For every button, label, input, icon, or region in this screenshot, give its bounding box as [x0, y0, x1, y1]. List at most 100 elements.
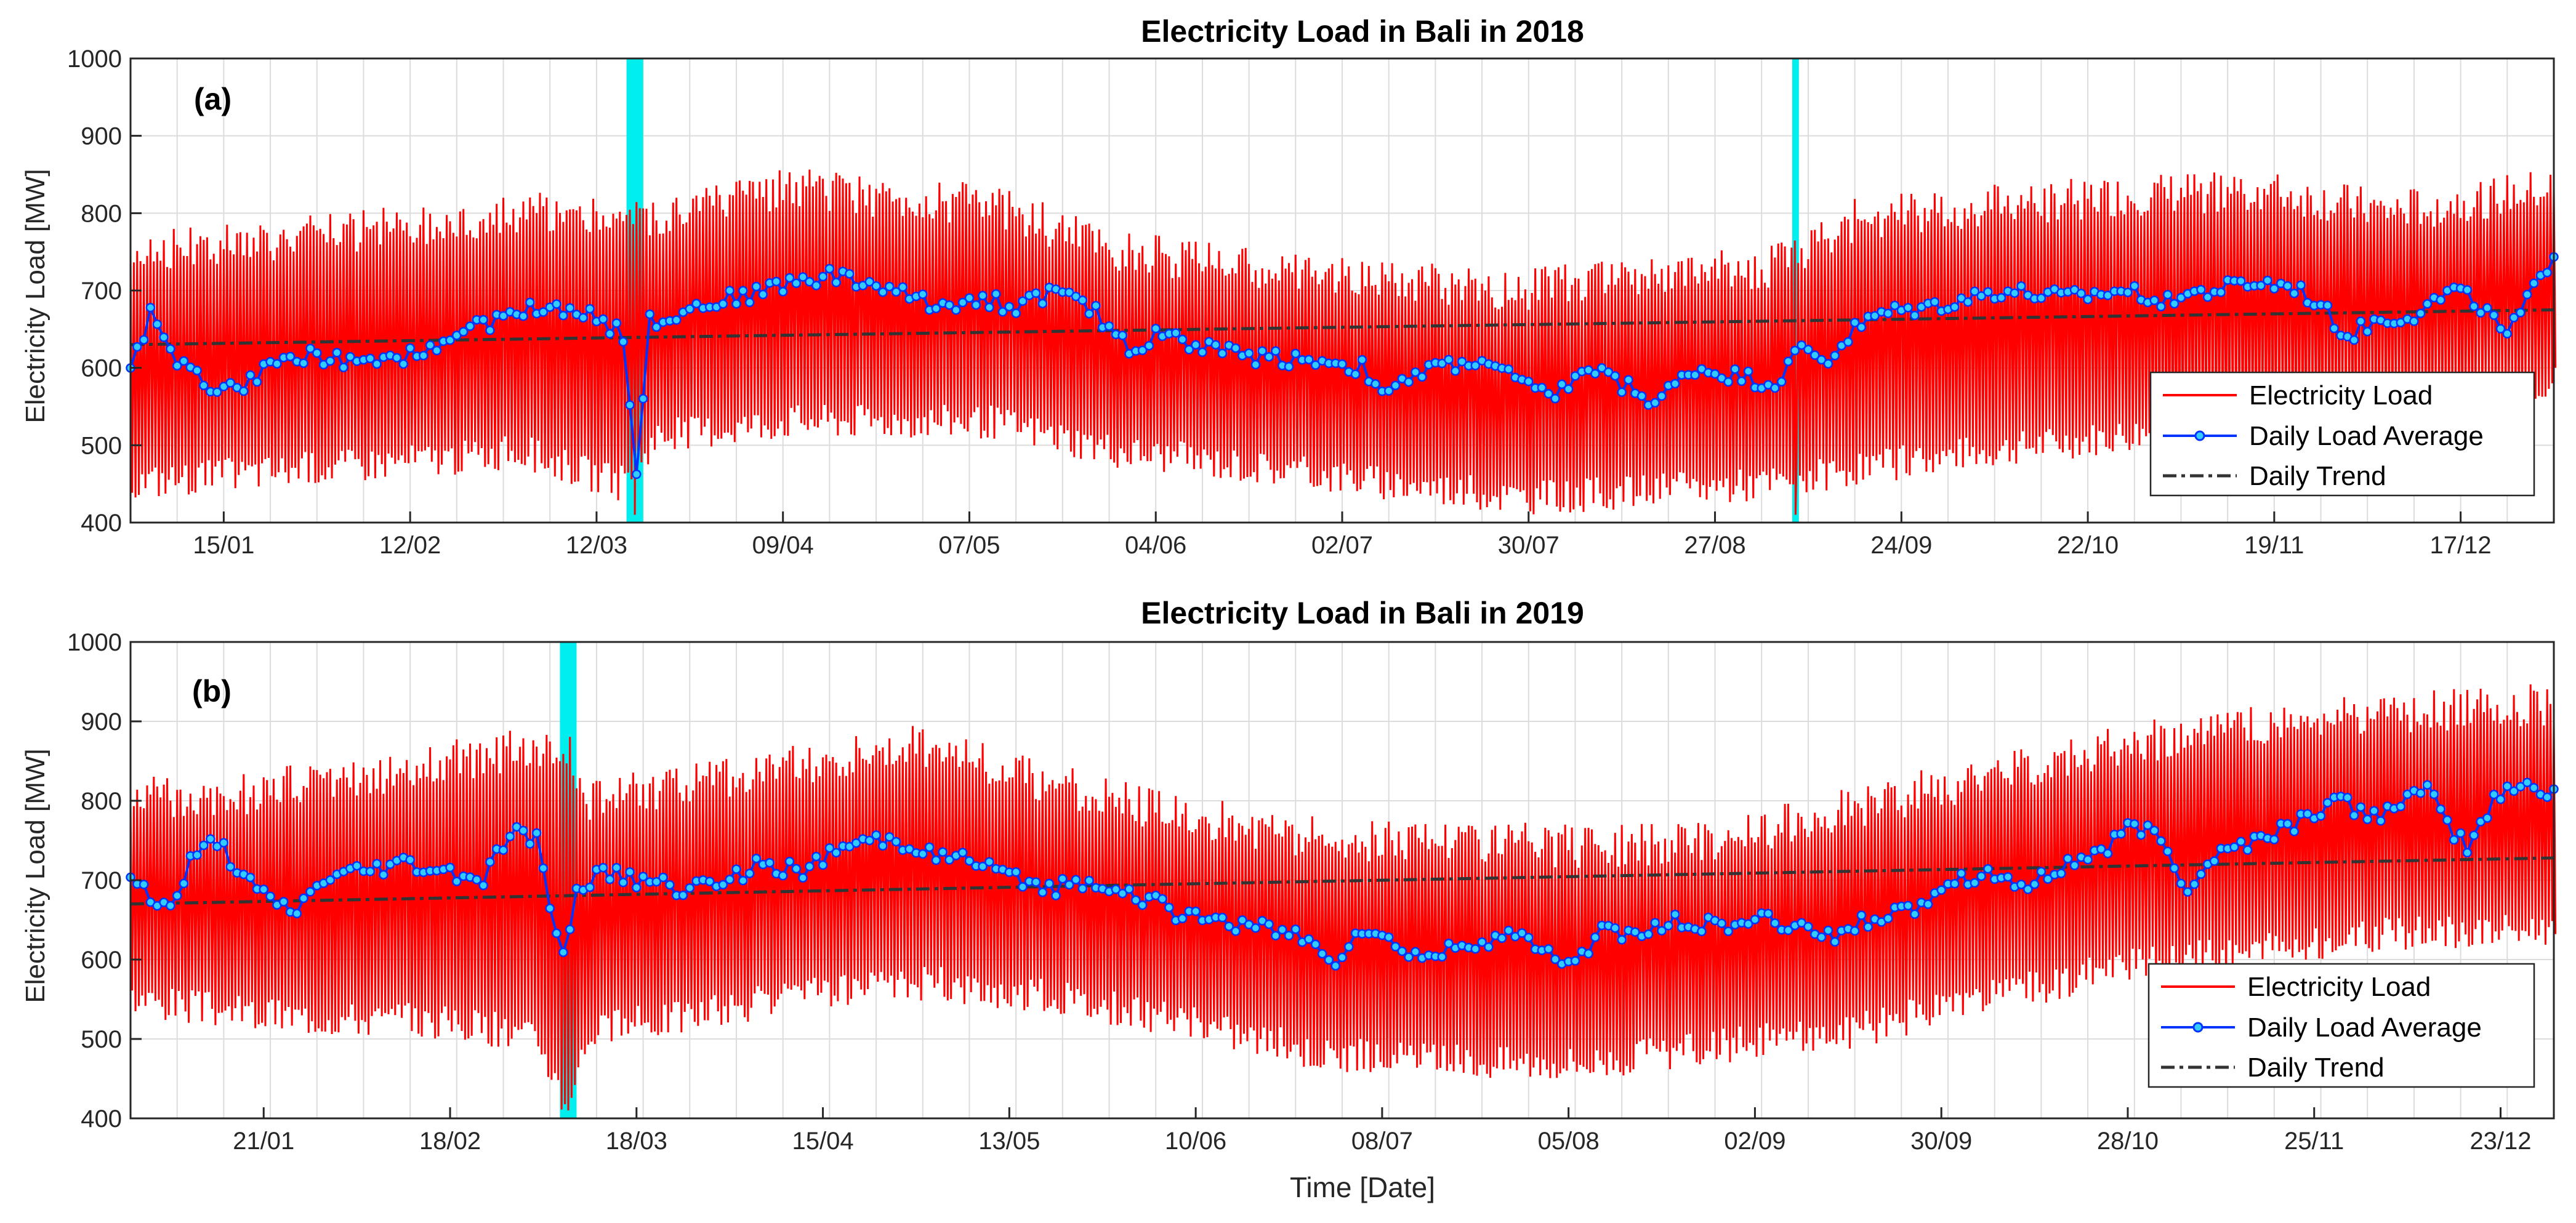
- average-marker: [2269, 835, 2279, 844]
- average-marker: [1084, 308, 1094, 319]
- average-marker: [938, 847, 948, 857]
- average-marker: [2163, 846, 2173, 856]
- average-marker: [625, 400, 635, 410]
- x-tick-label: 07/05: [938, 532, 1000, 559]
- average-marker: [1470, 361, 1481, 371]
- y-tick-label: 900: [81, 708, 122, 736]
- average-marker: [1963, 297, 1973, 307]
- average-marker: [1310, 360, 1321, 370]
- average-marker: [1037, 299, 1048, 308]
- y-tick-label: 800: [81, 200, 122, 227]
- average-marker: [651, 322, 661, 332]
- average-marker: [2236, 836, 2246, 847]
- average-marker: [805, 862, 815, 872]
- average-marker: [1231, 343, 1241, 353]
- average-marker: [2343, 793, 2353, 803]
- average-marker: [1457, 356, 1467, 367]
- trend-line: [130, 308, 2554, 347]
- chart-panel-a: Electricity Load in Bali in 2018 Electri…: [20, 14, 2559, 559]
- average-marker: [1976, 291, 1986, 301]
- average-marker: [2542, 792, 2552, 802]
- y-tick-label: 500: [81, 432, 122, 459]
- average-marker: [1797, 340, 1806, 350]
- average-marker: [2516, 782, 2526, 792]
- average-marker: [2516, 308, 2526, 318]
- average-marker: [2542, 268, 2552, 278]
- average-marker: [245, 370, 256, 380]
- average-marker: [1557, 379, 1567, 390]
- average-marker: [731, 299, 741, 309]
- average-marker: [891, 287, 901, 297]
- average-marker: [1217, 348, 1228, 359]
- average-marker: [1863, 922, 1873, 932]
- y-tick-label: 900: [81, 123, 122, 150]
- average-marker: [918, 849, 928, 859]
- average-marker: [831, 848, 841, 858]
- y-ticks-b: 400 500 600 700 800 900 1000: [67, 629, 142, 1133]
- average-marker: [2083, 294, 2093, 305]
- average-marker: [2156, 302, 2166, 311]
- average-marker: [1697, 926, 1707, 937]
- average-marker: [179, 878, 189, 889]
- average-marker: [1770, 918, 1780, 928]
- average-marker: [159, 332, 169, 342]
- average-marker: [199, 380, 209, 391]
- average-marker: [1151, 324, 1161, 334]
- average-marker: [1723, 377, 1733, 387]
- average-marker: [365, 353, 376, 364]
- chart-panel-b: Electricity Load in Bali in 2019 Electri…: [20, 596, 2559, 1155]
- average-marker: [784, 856, 795, 867]
- legend-marker-average-b: [2192, 1022, 2204, 1033]
- average-marker: [2016, 880, 2026, 889]
- average-marker: [2362, 326, 2372, 337]
- y-tick-label: 700: [81, 278, 122, 305]
- average-marker: [1084, 875, 1094, 886]
- legend-box-b: [2147, 963, 2535, 1088]
- average-marker: [2482, 303, 2492, 313]
- average-marker: [2169, 299, 2180, 309]
- average-marker: [1849, 926, 1860, 936]
- y-tick-label: 400: [81, 1105, 122, 1133]
- average-marker: [1184, 345, 1194, 355]
- x-tick-label: 24/09: [1870, 532, 1932, 559]
- average-marker: [1903, 900, 1913, 911]
- average-marker: [1910, 909, 1920, 919]
- average-marker: [538, 307, 549, 317]
- average-marker: [478, 880, 488, 891]
- average-marker: [824, 263, 835, 274]
- average-marker: [2502, 329, 2513, 339]
- average-marker: [1264, 351, 1274, 362]
- average-marker: [2396, 801, 2406, 812]
- average-marker: [325, 875, 336, 885]
- average-marker: [578, 313, 589, 323]
- average-marker: [465, 321, 475, 331]
- average-marker: [2003, 872, 2013, 882]
- average-marker: [1983, 287, 1993, 297]
- average-marker: [2422, 780, 2433, 790]
- average-marker: [845, 269, 855, 279]
- load-line: [129, 684, 2557, 1111]
- average-marker: [1031, 288, 1041, 299]
- average-marker: [824, 843, 835, 853]
- average-marker: [2356, 802, 2366, 812]
- legend-label-load-a: Electricity Load: [2249, 380, 2433, 411]
- average-marker: [518, 825, 528, 836]
- average-marker: [405, 855, 415, 865]
- average-marker: [145, 302, 156, 313]
- average-marker: [1690, 370, 1700, 380]
- average-marker: [292, 908, 302, 919]
- average-marker: [2236, 276, 2246, 286]
- x-tick-label: 13/05: [978, 1128, 1040, 1155]
- x-tick-label: 12/03: [566, 532, 627, 559]
- average-marker: [2429, 789, 2439, 800]
- average-marker: [1111, 884, 1121, 894]
- average-marker: [1790, 345, 1800, 356]
- average-marker: [1670, 379, 1680, 389]
- average-marker: [2176, 878, 2186, 889]
- average-marker: [1497, 933, 1507, 944]
- average-marker: [172, 891, 182, 900]
- average-marker: [1390, 380, 1401, 391]
- average-marker: [2422, 299, 2433, 309]
- average-marker: [1018, 296, 1028, 307]
